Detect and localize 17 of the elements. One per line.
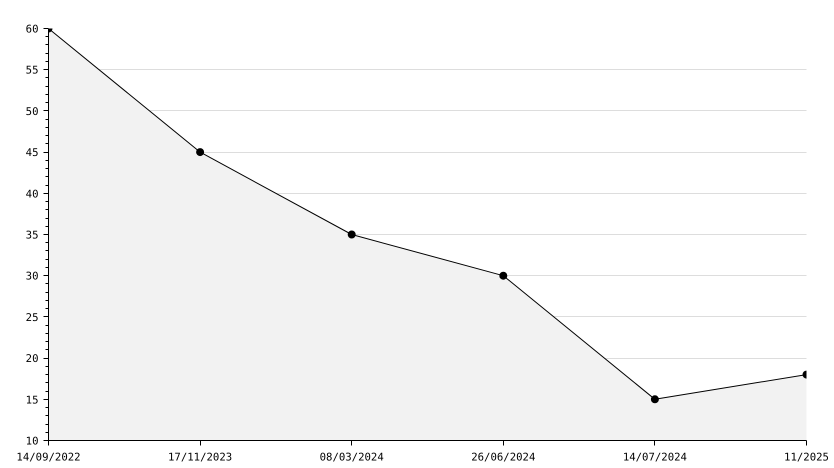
- x-tick-label: 08/03/2024: [320, 450, 384, 464]
- x-tick-label: 26/06/2024: [471, 450, 536, 464]
- y-tick-label: 45: [26, 146, 39, 160]
- y-tick-label: 50: [26, 104, 39, 118]
- y-tick-label: 10: [26, 434, 39, 448]
- y-tick-label: 35: [26, 228, 39, 242]
- x-tick-label: 17/11/2023: [168, 450, 232, 464]
- x-tick-label: 11/2025: [784, 450, 829, 464]
- y-tick-label: 40: [26, 187, 39, 200]
- y-tick-label: 55: [26, 64, 39, 77]
- y-tick-label: 20: [26, 352, 39, 366]
- y-tick-label: 25: [26, 310, 39, 324]
- y-tick-label: 30: [26, 270, 39, 283]
- x-tick-label: 14/07/2024: [622, 450, 687, 464]
- y-tick-label: 15: [26, 393, 39, 406]
- x-tick-label: 14/09/2022: [16, 450, 81, 464]
- y-tick-label: 60: [26, 22, 39, 36]
